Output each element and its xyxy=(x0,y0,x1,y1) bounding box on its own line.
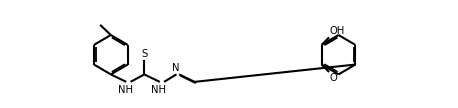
Text: S: S xyxy=(141,49,147,59)
Text: O: O xyxy=(330,73,338,83)
Text: OH: OH xyxy=(330,26,345,36)
Text: NH: NH xyxy=(118,85,133,95)
Text: NH: NH xyxy=(151,85,166,95)
Text: N: N xyxy=(172,63,180,73)
